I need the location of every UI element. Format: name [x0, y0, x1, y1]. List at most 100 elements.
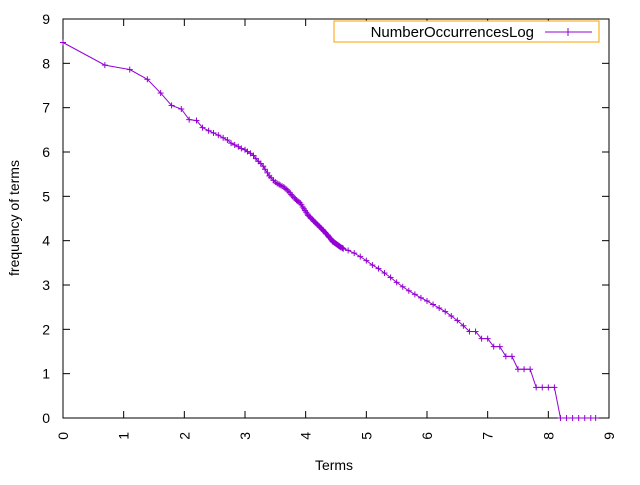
data-point-0-11 — [210, 129, 217, 136]
data-point-0-22 — [250, 152, 257, 159]
y-tick-label-6: 6 — [42, 144, 50, 160]
data-point-0-27 — [262, 166, 269, 173]
legend-box — [333, 20, 600, 43]
tick-layer: 0 1 2 3 4 5 6 7 8 9 0 1 2 3 4 5 6 7 8 9 — [42, 11, 617, 440]
y-tick-label-1: 1 — [42, 366, 50, 382]
data-point-0-134 — [545, 384, 552, 391]
data-point-0-113 — [417, 294, 424, 301]
data-point-0-8 — [193, 117, 200, 124]
data-point-0-1 — [101, 62, 108, 69]
data-point-0-17 — [235, 143, 242, 150]
data-point-0-117 — [442, 308, 449, 315]
data-point-0-115 — [430, 301, 437, 308]
series-layer — [60, 39, 599, 421]
data-point-0-14 — [224, 137, 231, 144]
data-point-0-111 — [405, 287, 412, 294]
data-point-0-136 — [557, 415, 564, 421]
data-point-0-116 — [436, 305, 443, 312]
x-tick-label-5: 5 — [358, 432, 374, 440]
data-point-0-132 — [533, 384, 540, 391]
x-tick-label-0: 0 — [55, 432, 71, 440]
data-point-0-130 — [521, 366, 528, 373]
data-point-0-133 — [539, 384, 546, 391]
data-point-0-123 — [478, 335, 485, 342]
data-point-0-104 — [363, 257, 370, 264]
data-point-0-15 — [228, 140, 235, 147]
x-tick-label-2: 2 — [176, 432, 192, 440]
data-point-0-129 — [515, 366, 521, 373]
data-point-0-142 — [592, 415, 599, 421]
data-point-0-114 — [424, 297, 430, 304]
x-tick-label-6: 6 — [419, 432, 435, 440]
data-point-0-110 — [399, 283, 406, 290]
data-point-0-140 — [581, 415, 588, 421]
data-point-0-42 — [288, 191, 295, 198]
x-tick-label-1: 1 — [116, 432, 132, 440]
data-point-0-108 — [387, 274, 394, 281]
data-point-0-34 — [275, 181, 282, 188]
data-point-0-2 — [126, 66, 133, 73]
data-point-0-109 — [393, 279, 400, 286]
plot-frame — [62, 18, 610, 419]
legend: NumberOccurrencesLog — [333, 20, 600, 43]
data-point-0-7 — [186, 116, 193, 123]
data-point-0-128 — [508, 353, 515, 360]
data-point-0-103 — [357, 253, 364, 260]
data-point-0-9 — [199, 124, 206, 131]
x-tick-label-4: 4 — [298, 432, 314, 440]
data-point-0-12 — [215, 132, 222, 139]
data-point-0-28 — [264, 169, 271, 176]
y-tick-label-7: 7 — [42, 100, 50, 116]
data-point-0-125 — [490, 343, 497, 350]
data-point-0-3 — [144, 76, 151, 83]
y-tick-label-2: 2 — [42, 321, 50, 337]
x-axis-label: Terms — [315, 457, 353, 473]
data-point-0-101 — [345, 247, 352, 254]
data-point-0-139 — [575, 415, 582, 421]
series-line-0 — [62, 42, 596, 419]
data-point-0-131 — [527, 366, 534, 373]
data-point-0-37 — [280, 184, 287, 191]
y-tick-label-9: 9 — [42, 11, 50, 27]
data-point-0-26 — [260, 163, 267, 170]
data-point-0-137 — [563, 415, 570, 421]
data-point-0-106 — [375, 265, 382, 272]
data-point-0-126 — [496, 343, 503, 350]
data-point-0-102 — [351, 250, 358, 257]
x-tick-label-9: 9 — [601, 432, 617, 440]
data-point-0-20 — [244, 148, 251, 155]
data-point-0-135 — [551, 384, 558, 391]
data-point-0-118 — [448, 313, 455, 320]
data-point-0-119 — [454, 317, 461, 324]
y-tick-label-0: 0 — [42, 410, 50, 426]
data-point-0-124 — [484, 335, 491, 342]
data-point-0-39 — [283, 186, 290, 193]
data-point-0-121 — [466, 328, 473, 335]
y-tick-label-8: 8 — [42, 55, 50, 71]
data-point-0-10 — [205, 127, 212, 134]
data-point-0-13 — [220, 134, 227, 141]
data-point-0-21 — [247, 150, 254, 157]
x-tick-label-7: 7 — [480, 432, 496, 440]
y-tick-label-5: 5 — [42, 188, 50, 204]
data-point-0-120 — [460, 322, 467, 329]
y-axis-label: frequency of terms — [6, 160, 22, 276]
data-point-0-107 — [381, 270, 388, 277]
data-point-0-127 — [502, 353, 509, 360]
data-point-0-100 — [340, 245, 347, 252]
y-tick-label-3: 3 — [42, 277, 50, 293]
data-point-0-5 — [168, 102, 175, 109]
data-point-0-18 — [238, 145, 245, 152]
data-point-0-105 — [369, 262, 376, 269]
data-point-0-16 — [231, 141, 238, 148]
x-tick-label-3: 3 — [237, 432, 253, 440]
y-tick-label-4: 4 — [42, 233, 50, 249]
data-point-0-6 — [178, 105, 185, 112]
data-point-0-112 — [411, 291, 418, 298]
data-point-0-4 — [157, 90, 164, 97]
data-point-0-138 — [569, 415, 576, 421]
x-tick-label-8: 8 — [540, 432, 556, 440]
data-point-0-122 — [472, 328, 479, 335]
